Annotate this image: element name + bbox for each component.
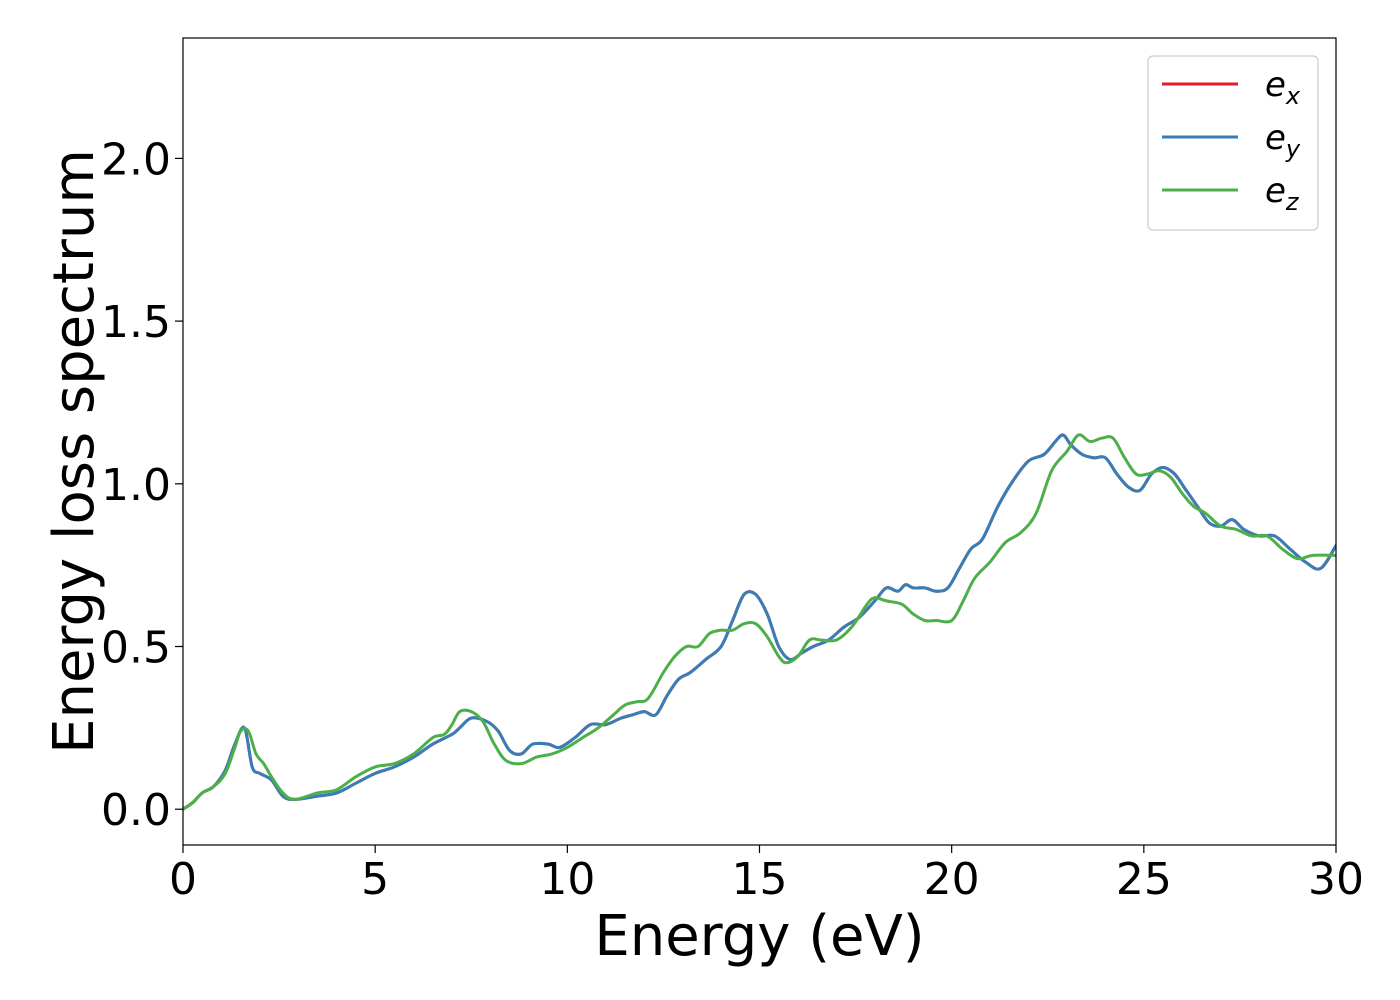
- y-axis: 0.0 0.5 1.0 1.5 2.0: [101, 134, 183, 836]
- legend-box: [1147, 55, 1319, 231]
- legend-label-base: e: [1265, 118, 1286, 158]
- x-tick-label: 5: [361, 854, 389, 905]
- legend-label-subscript: x: [1285, 82, 1301, 110]
- y-axis-title: Energy loss spectrum: [42, 149, 107, 754]
- legend-label-subscript: z: [1285, 188, 1300, 216]
- x-tick-label: 0: [169, 854, 197, 905]
- legend-label-subscript: y: [1285, 135, 1301, 163]
- x-tick-label: 15: [732, 854, 788, 905]
- series-line-y: [183, 433, 1336, 811]
- y-tick-label: 0.5: [101, 623, 171, 674]
- y-tick-label: 0.0: [101, 785, 171, 836]
- series-layer: [183, 433, 1336, 811]
- x-tick-label: 10: [539, 854, 595, 905]
- x-tick-label: 20: [924, 854, 980, 905]
- y-tick-label: 1.5: [101, 297, 171, 348]
- x-tick-label: 30: [1308, 854, 1364, 905]
- y-tick-label: 2.0: [101, 134, 171, 185]
- legend-label-base: e: [1265, 171, 1286, 211]
- x-tick-label: 25: [1116, 854, 1172, 905]
- legend-label-base: e: [1265, 65, 1286, 105]
- series-line-z: [183, 433, 1336, 811]
- x-axis-title: Energy (eV): [594, 904, 924, 969]
- legend-label-z: ez: [1265, 171, 1300, 216]
- legend-label-y: ey: [1265, 118, 1301, 163]
- legend-label-x: ex: [1265, 65, 1301, 110]
- x-axis: 0 5 10 15 20 25 30: [169, 845, 1364, 905]
- y-tick-label: 1.0: [101, 460, 171, 511]
